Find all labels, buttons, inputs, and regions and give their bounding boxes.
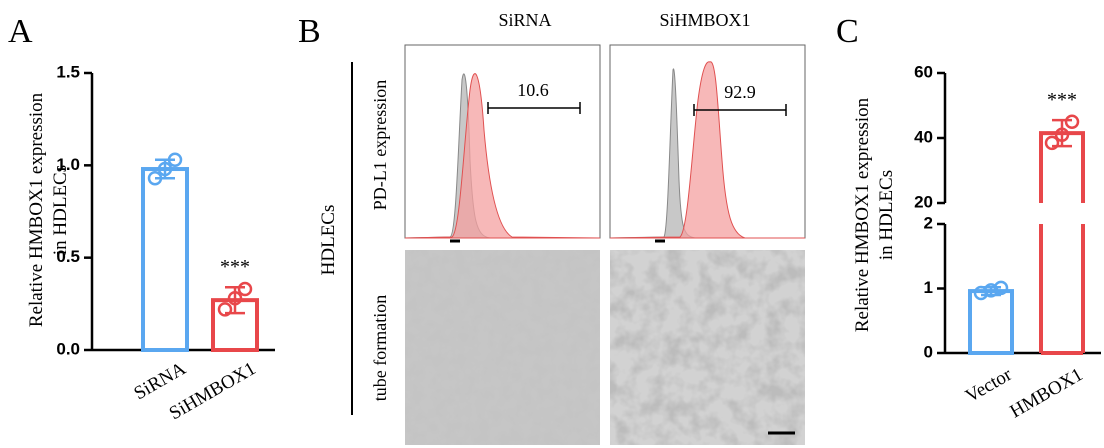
significance: *** [1047, 89, 1077, 111]
micrograph [405, 250, 600, 445]
y-tick-label: 1 [924, 278, 933, 297]
gate-value: 10.6 [517, 80, 549, 100]
data-point [1054, 127, 1070, 142]
bar [141, 167, 189, 352]
bar [1039, 224, 1085, 355]
data-point [167, 152, 183, 168]
column-title: SiHMBOX1 [659, 10, 750, 30]
panel-label: C [836, 13, 859, 50]
x-tick-label: Vector [962, 364, 1016, 407]
y-tick-label: 40 [914, 127, 933, 146]
data-point [1044, 135, 1060, 151]
data-point [993, 280, 1009, 296]
data-point [217, 302, 233, 317]
y-axis-label: in HDLECs [876, 170, 897, 260]
gate-value: 92.9 [724, 82, 756, 102]
data-point [157, 161, 173, 177]
column-title: SiRNA [498, 10, 551, 30]
data-point [1064, 114, 1080, 129]
row-label: tube formation [370, 295, 390, 401]
panel-label: B [298, 13, 321, 50]
y-tick-label: 60 [914, 62, 933, 81]
y-tick-label: 1.0 [56, 155, 80, 174]
y-tick-label: 2 [924, 213, 933, 232]
y-tick-label: 0.5 [56, 247, 80, 266]
panel-label: A [8, 13, 33, 50]
y-tick-label: 20 [914, 192, 933, 211]
row-label: PD-L1 expression [370, 80, 390, 210]
flow-histogram [609, 44, 806, 243]
y-tick-label: 1.5 [56, 62, 80, 81]
y-tick-label: 0 [924, 342, 933, 361]
y-axis-label: Relative HMBOX1 expression [26, 92, 47, 327]
row-group-label: HDLECs [318, 205, 339, 276]
y-axis-label: in HDLECs [50, 165, 71, 255]
y-axis-label: Relative HMBOX1 expression [852, 97, 873, 332]
bar [968, 289, 1014, 355]
data-point [227, 291, 243, 306]
micrograph [610, 250, 805, 445]
data-point [237, 281, 253, 297]
y-tick-label: 0.0 [56, 339, 80, 358]
significance: *** [220, 256, 250, 278]
flow-histogram [404, 44, 601, 243]
data-point [147, 171, 163, 186]
x-tick-label: HMBOX1 [1007, 364, 1087, 422]
